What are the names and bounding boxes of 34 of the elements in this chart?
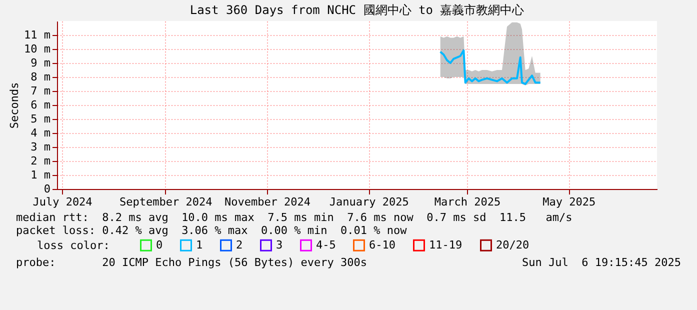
legend-label: 4-5 (316, 238, 336, 252)
legend-label: 3 (276, 238, 283, 252)
y-tick-label: 7 m (30, 84, 51, 98)
x-tick-label: July 2024 (32, 196, 93, 208)
y-axis-title: Seconds (8, 82, 22, 129)
y-tick-label: 11 m (24, 28, 51, 42)
y-tick-label: 3 m (30, 140, 51, 154)
legend-label: 6-10 (369, 238, 396, 252)
text: median rtt: 8.2 ms avg 10.0 ms max 7.5 ms min 7.6 ms now 0.7 ms sd 11.5 am/s (16, 211, 572, 224)
text: Sun Jul 6 19:15:45 2025 (522, 256, 681, 269)
text: probe: 20 ICMP Echo Pings (56 Bytes) every 300s (16, 256, 367, 269)
x-tick-label: November 2024 (224, 196, 311, 208)
y-tick-label: 4 m (30, 126, 51, 140)
legend-label: 2 (236, 238, 243, 252)
y-tick-label: 6 m (30, 98, 51, 112)
y-tick-label: 5 m (30, 112, 51, 126)
y-tick-label: 9 m (30, 56, 51, 70)
y-tick-label: 2 m (30, 154, 51, 168)
legend-label: 1 (196, 238, 203, 252)
x-tick-label: May 2025 (542, 196, 596, 208)
legend-title: loss color: (37, 239, 110, 252)
x-tick-label: January 2025 (329, 196, 409, 208)
y-tick-label: 10 m (24, 42, 51, 56)
y-tick-label: 0 (44, 182, 50, 196)
y-tick-label: 8 m (30, 70, 51, 84)
legend-label: 11-19 (429, 238, 462, 252)
text: packet loss: 0.42 % avg 3.06 % max 0.00 % min 0.01 % now (16, 224, 407, 238)
x-tick-label: March 2025 (434, 196, 501, 208)
chart-title: Last 360 Days from NCHC 國網中心 to 嘉義市教網中心 (190, 3, 524, 17)
legend-label: 0 (156, 238, 163, 252)
line-series (439, 49, 542, 85)
y-tick-label: 1 m (30, 168, 51, 182)
legend-label: 20/20 (496, 238, 530, 252)
x-tick-label: September 2024 (119, 196, 213, 208)
